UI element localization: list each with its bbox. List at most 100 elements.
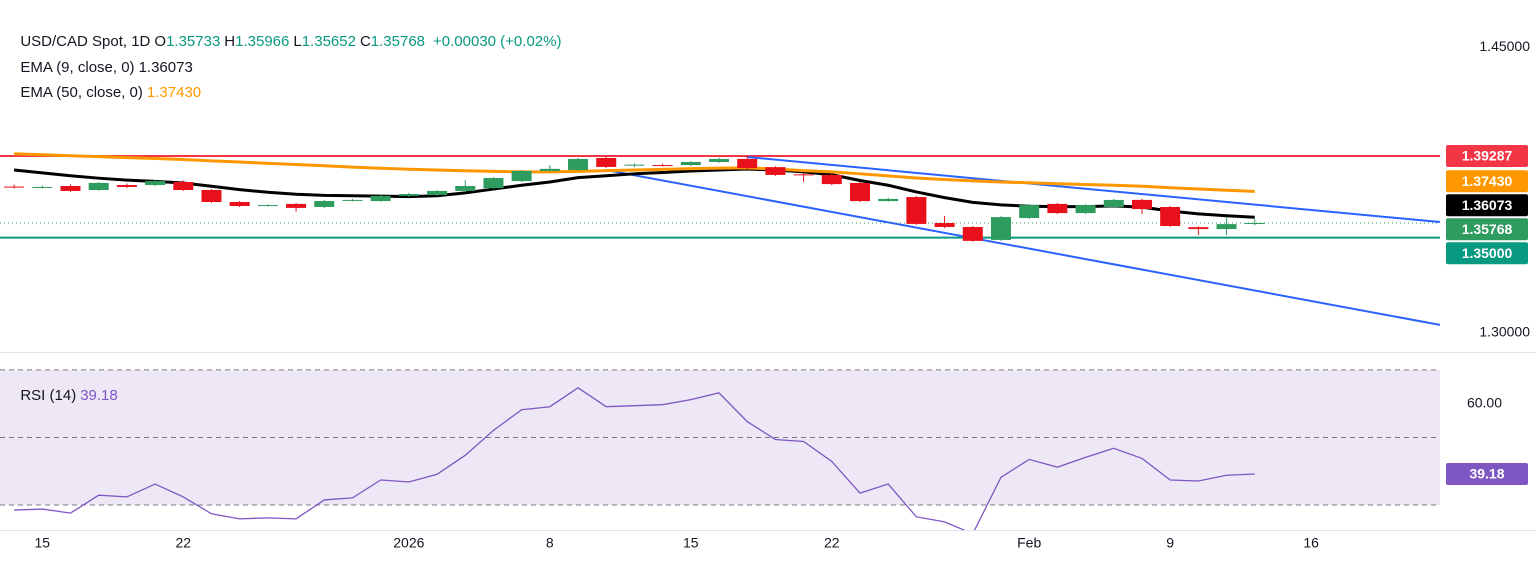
candle-body: [116, 185, 137, 187]
candle-body: [286, 203, 307, 208]
rsi-badge: [1446, 462, 1528, 485]
candle-body: [962, 226, 983, 241]
candle-body: [765, 167, 786, 175]
candle-body: [398, 194, 419, 196]
ema-line: [13, 167, 1255, 219]
candle-body: [737, 158, 758, 169]
candle-body: [370, 195, 391, 202]
price-pane: [0, 152, 1440, 326]
price-badge-label: 1.36073: [1462, 197, 1513, 213]
change: +0.00030 (+0.02%): [433, 33, 562, 50]
rsi-line: [14, 387, 1255, 530]
candle-body: [455, 186, 476, 191]
ohlc-key: O: [154, 33, 167, 50]
candle-body: [793, 174, 814, 176]
x-tick-label: 16: [1303, 535, 1319, 551]
candle-body: [1244, 223, 1265, 225]
ohlc-value: 1.35966: [235, 33, 290, 50]
candle-body: [1131, 199, 1152, 210]
ohlc-value: 1.35652: [301, 33, 356, 50]
price-badge-label: 1.35768: [1462, 221, 1513, 237]
candle-body: [652, 165, 673, 167]
candle-body: [990, 217, 1011, 240]
rsi-value: 39.18: [80, 387, 118, 404]
ema-value: 1.36073: [138, 59, 193, 76]
candle-body: [1188, 227, 1209, 230]
symbol-legend: USD/CAD Spot, 1D O1.35733 H1.35966 L1.35652…: [12, 12, 565, 52]
candle-body: [88, 182, 109, 191]
candle-body: [511, 170, 532, 182]
ema-name: EMA (50, close, 0): [20, 84, 143, 101]
price-badge: [1446, 144, 1528, 167]
candle-body: [1216, 224, 1237, 230]
ohlc-value: 1.35768: [370, 33, 426, 50]
price-badge: [1446, 218, 1528, 241]
rsi-pane: [0, 369, 1440, 530]
x-tick-label: 15: [35, 535, 51, 551]
candle-body: [60, 186, 81, 191]
candle-body: [596, 157, 617, 167]
candle-body: [201, 190, 222, 203]
candle-body: [1019, 205, 1040, 219]
axes: 1.45000 1.30000 60.00 1.39287 1.37430 1.36073…: [35, 38, 1531, 551]
candle-body: [539, 168, 560, 171]
candle-body: [1160, 206, 1181, 227]
candle-body: [1075, 205, 1096, 214]
symbol-title: USD/CAD Spot, 1D: [20, 33, 151, 50]
ohlc-key: L: [293, 33, 302, 50]
candle-body: [4, 186, 25, 188]
ema-name: EMA (9, close, 0): [20, 59, 135, 76]
ema-value: 1.37430: [146, 84, 202, 101]
candle-body: [427, 190, 448, 195]
candle-body: [906, 197, 927, 224]
x-tick-label: 9: [1166, 535, 1174, 551]
candle-body: [709, 158, 730, 162]
candle-body: [934, 222, 955, 227]
x-tick-label: 8: [546, 535, 554, 551]
candle-body: [878, 198, 899, 202]
candle-body: [32, 186, 53, 188]
rsi-name: RSI (14): [20, 387, 77, 404]
price-badge: [1446, 170, 1528, 193]
trendline: [747, 156, 1440, 224]
candle-body: [173, 182, 194, 191]
candle-body: [314, 201, 335, 207]
ema9-legend: EMA (9, close, 0) 1.36073: [12, 38, 197, 78]
ohlc: O1.35733 H1.35966 L1.35652 C1.35768: [154, 33, 429, 50]
candle-body: [229, 202, 250, 207]
y-tick-label: 1.45000: [1479, 38, 1530, 54]
y-tick-label: 60.00: [1467, 394, 1502, 410]
trendline: [606, 169, 1440, 326]
rsi-legend: RSI (14) 39.18: [12, 366, 122, 406]
y-tick-label: 1.30000: [1479, 324, 1530, 340]
price-badge-label: 1.35000: [1462, 245, 1513, 261]
candle-body: [624, 164, 645, 166]
x-tick-label: 22: [824, 535, 840, 551]
price-badge: [1446, 194, 1528, 217]
rsi-badge-label: 39.18: [1469, 466, 1504, 482]
price-badge-label: 1.37430: [1462, 173, 1513, 189]
x-tick-label: 2026: [393, 535, 424, 551]
ohlc-key: H: [224, 33, 236, 50]
candle-body: [145, 181, 166, 186]
candle-body: [680, 161, 701, 166]
ema50-legend: EMA (50, close, 0) 1.37430: [12, 63, 205, 103]
candle-body: [849, 182, 870, 202]
candle-body: [1047, 203, 1068, 214]
candle-body: [1103, 199, 1124, 207]
candle-body: [568, 158, 589, 170]
price-badge: [1446, 242, 1528, 265]
ema-line: [14, 152, 1255, 193]
ohlc-key: C: [359, 33, 371, 50]
ohlc-value: 1.35733: [166, 33, 221, 50]
candle-body: [483, 178, 504, 189]
price-badge-label: 1.39287: [1462, 148, 1513, 164]
x-tick-label: 15: [683, 535, 699, 551]
candle-body: [342, 199, 363, 201]
candle-body: [821, 174, 842, 185]
candle-body: [257, 205, 278, 207]
x-tick-label: 22: [175, 535, 191, 551]
x-tick-label: Feb: [1017, 535, 1041, 551]
